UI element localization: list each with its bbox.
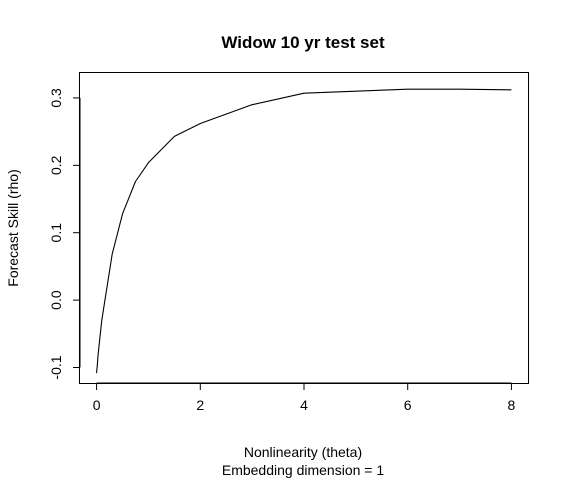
x-axis-label: Nonlinearity (theta) bbox=[244, 444, 362, 460]
x-tick-label: 8 bbox=[508, 397, 516, 413]
y-tick-label: -0.1 bbox=[48, 355, 64, 379]
x-tick-label: 4 bbox=[300, 397, 308, 413]
y-tick-label: 0.2 bbox=[48, 155, 64, 175]
x-tick-label: 2 bbox=[196, 397, 204, 413]
x-axis-sublabel: Embedding dimension = 1 bbox=[222, 462, 384, 478]
series-line bbox=[96, 88, 512, 374]
y-tick-label: 0.3 bbox=[48, 88, 64, 108]
y-tick-label: 0.0 bbox=[48, 290, 64, 310]
y-tick-label: 0.1 bbox=[48, 223, 64, 243]
x-axis: 0 2 4 6 8 bbox=[93, 382, 516, 413]
series-layer bbox=[96, 88, 512, 374]
plot-frame bbox=[79, 72, 529, 384]
y-axis-label: Forecast Skill (rho) bbox=[5, 169, 21, 286]
x-tick-label: 6 bbox=[404, 397, 412, 413]
y-axis: -0.1 0.0 0.1 0.2 0.3 bbox=[48, 88, 81, 380]
x-tick-label: 0 bbox=[93, 397, 101, 413]
chart-title: Widow 10 yr test set bbox=[221, 33, 385, 52]
